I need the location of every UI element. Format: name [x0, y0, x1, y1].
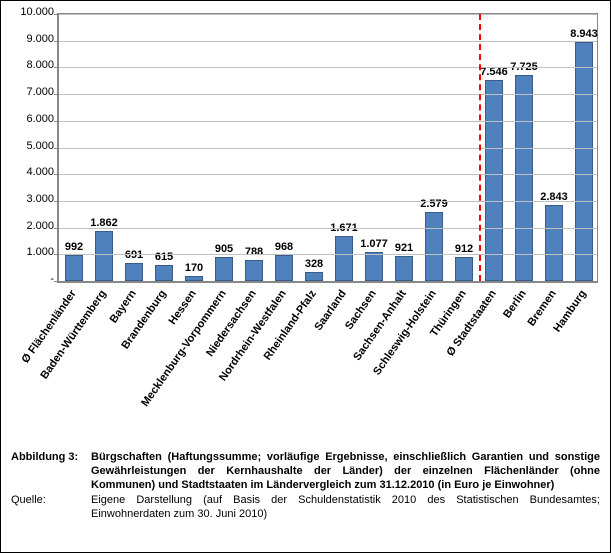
y-axis-label: 9.000 — [10, 33, 54, 45]
bar-value-label: 968 — [275, 241, 293, 253]
y-tick — [54, 254, 59, 255]
bar — [125, 263, 144, 281]
divider-line — [479, 14, 481, 281]
y-tick — [54, 121, 59, 122]
figure-label: Abbildung 3: — [11, 451, 91, 465]
bar — [155, 265, 174, 281]
bar-value-label: 912 — [455, 243, 473, 255]
y-axis-label: 4.000 — [10, 166, 54, 178]
y-axis-label: 6.000 — [10, 113, 54, 125]
chart-container: 9921.8626916151709057889683281.6711.0779… — [11, 9, 600, 439]
bar — [305, 272, 324, 281]
bar-value-label: 1.077 — [360, 238, 388, 250]
bar-value-label: 615 — [155, 251, 173, 263]
bar-value-label: 905 — [215, 243, 233, 255]
gridline — [59, 94, 597, 95]
gridline — [59, 254, 597, 255]
source-label: Quelle: — [11, 494, 91, 508]
bar — [245, 260, 264, 281]
y-axis-label: 3.000 — [10, 193, 54, 205]
bar-value-label: 328 — [305, 258, 323, 270]
gridline — [59, 121, 597, 122]
source-text: Eigene Darstellung (auf Basis der Schuld… — [91, 494, 600, 522]
x-axis-category: Berlin — [501, 288, 529, 320]
figure-text: Bürgschaften (Haftungssumme; vorläufige … — [91, 451, 600, 492]
bar — [365, 252, 384, 281]
bar — [395, 256, 414, 281]
bar — [65, 255, 84, 281]
y-tick — [54, 174, 59, 175]
y-tick — [54, 281, 59, 282]
bar — [335, 236, 354, 281]
bar — [425, 212, 444, 281]
bar — [95, 231, 114, 281]
gridline — [59, 41, 597, 42]
bar-value-label: 992 — [65, 241, 83, 253]
bar — [515, 75, 534, 281]
y-tick — [54, 148, 59, 149]
y-axis-label: - — [10, 273, 54, 285]
bar — [545, 205, 564, 281]
y-axis-label: 2.000 — [10, 220, 54, 232]
gridline — [59, 201, 597, 202]
y-tick — [54, 67, 59, 68]
bar — [185, 276, 204, 281]
y-tick — [54, 94, 59, 95]
x-axis-category: Bayern — [108, 288, 139, 325]
plot-area: 9921.8626916151709057889683281.6711.0779… — [57, 13, 598, 283]
bar — [215, 257, 234, 281]
bar-value-label: 8.943 — [570, 28, 598, 40]
y-tick — [54, 228, 59, 229]
gridline — [59, 174, 597, 175]
x-axis-category: Hessen — [167, 288, 199, 327]
y-axis-label: 8.000 — [10, 59, 54, 71]
gridline — [59, 67, 597, 68]
x-axis-category: Ø Flächenländer — [20, 288, 79, 365]
y-tick — [54, 201, 59, 202]
page: 9921.8626916151709057889683281.6711.0779… — [0, 0, 611, 553]
bar — [275, 255, 294, 281]
bar-value-label: 788 — [245, 246, 263, 258]
bar — [485, 80, 504, 281]
gridline — [59, 228, 597, 229]
y-axis-label: 10.000 — [10, 6, 54, 18]
y-axis-label: 1.000 — [10, 246, 54, 258]
y-axis-label: 7.000 — [10, 86, 54, 98]
gridline — [59, 14, 597, 15]
bar — [455, 257, 474, 281]
y-tick — [54, 14, 59, 15]
bar — [575, 42, 594, 281]
y-axis-label: 5.000 — [10, 140, 54, 152]
bar-value-label: 170 — [185, 262, 203, 274]
gridline — [59, 148, 597, 149]
caption-block: Abbildung 3: Bürgschaften (Haftungssumme… — [11, 451, 600, 524]
y-tick — [54, 41, 59, 42]
chart-area: 9921.8626916151709057889683281.6711.0779… — [11, 9, 600, 439]
bar-value-label: 921 — [395, 242, 413, 254]
